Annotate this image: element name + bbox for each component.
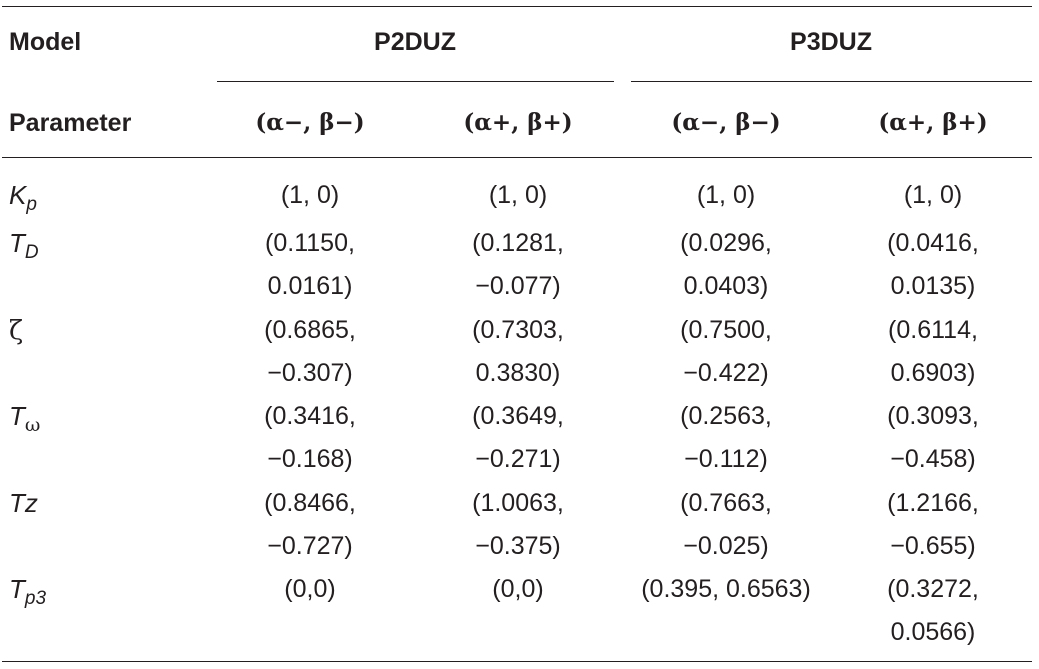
cell-line: −0.307)	[267, 359, 353, 387]
table-cell: (0.7500, −0.422)	[680, 309, 772, 395]
cell-line: (0.7303,	[472, 316, 564, 344]
cell-line: (0.8466,	[264, 489, 356, 517]
p2duz-minus-header: (α−, β−)	[255, 109, 365, 136]
table-cell: (0.7303, 0.3830)	[472, 309, 564, 395]
parameter-label: Tω	[9, 401, 40, 435]
table-cell: (0.6114, 0.6903)	[888, 309, 978, 395]
p2duz-group-rule	[217, 81, 614, 82]
table-cell: (0.8466, −0.727)	[264, 482, 356, 568]
p3duz-group-rule	[631, 81, 1032, 82]
cell-line: (0.7500,	[680, 316, 772, 344]
cell-line: (1.2166,	[887, 489, 979, 517]
cell-line: (0.2563,	[680, 402, 772, 430]
table-cell: (1, 0)	[697, 174, 755, 217]
cell-line: −0.458)	[890, 445, 976, 473]
table-cell: (0.2563, −0.112)	[680, 395, 772, 481]
cell-line: (0.7663,	[680, 489, 772, 517]
cell-line: 0.3830)	[475, 359, 561, 387]
table-cell: (0,0)	[284, 568, 335, 611]
cell-line: (0.6114,	[888, 316, 978, 344]
cell-line: −0.727)	[267, 532, 353, 560]
parameter-subscript: p3	[24, 588, 47, 609]
parameter-header: Parameter	[9, 109, 132, 137]
cell-line: (0.1150,	[265, 229, 355, 257]
cell-line: (0,0)	[492, 575, 544, 603]
cell-line: −0.112)	[684, 445, 768, 473]
table-cell: (0.0296, 0.0403)	[680, 222, 772, 308]
cell-line: −0.375)	[475, 532, 561, 560]
table-cell: (0.395, 0.6563)	[641, 568, 811, 611]
cell-line: (0.3272,	[887, 575, 979, 603]
cell-line: (0.0416,	[887, 229, 979, 257]
model-header: Model	[9, 28, 82, 56]
parameter-symbol: T	[9, 401, 25, 431]
table-cell: (0.3649, −0.271)	[472, 395, 564, 481]
table-cell: (0,0)	[492, 568, 543, 611]
table-cell: (1.0063, −0.375)	[472, 482, 564, 568]
cell-line: 0.0161)	[267, 272, 353, 300]
parameter-subscript: ω	[24, 414, 41, 436]
table-cell: (1.2166, −0.655)	[887, 482, 979, 568]
parameter-symbol: T	[9, 228, 25, 258]
parameter-label: ζ	[9, 315, 23, 346]
table-cell: (0.3093, −0.458)	[887, 395, 979, 481]
cell-line: (0.6865,	[264, 316, 356, 344]
table-cell: (1, 0)	[489, 174, 547, 217]
table-bottom-rule	[2, 661, 1032, 662]
cell-line: (0.3649,	[472, 402, 564, 430]
cell-line: (0.1281,	[472, 229, 564, 257]
table-cell: (0.0416, 0.0135)	[887, 222, 979, 308]
cell-line: (0.395, 0.6563)	[641, 575, 811, 603]
parameter-subscript: p	[26, 194, 37, 215]
p3duz-minus-header: (α−, β−)	[671, 109, 781, 136]
p3duz-header: P3DUZ	[790, 28, 872, 56]
parameter-symbol: K	[9, 180, 27, 210]
cell-line: −0.168)	[267, 445, 353, 473]
cell-line: (0.3416,	[264, 402, 356, 430]
parameter-label: Kp	[9, 180, 37, 214]
header-bottom-rule	[2, 157, 1032, 158]
cell-line: (0,0)	[284, 575, 336, 603]
cell-line: −0.025)	[683, 532, 769, 560]
parameter-symbol: ζ	[9, 316, 24, 346]
cell-line: (0.0296,	[680, 229, 772, 257]
cell-line: (1, 0)	[903, 181, 963, 209]
cell-line: (1, 0)	[488, 181, 548, 209]
table-top-rule	[2, 6, 1032, 7]
cell-line: −0.271)	[475, 445, 561, 473]
cell-line: 0.0135)	[890, 272, 976, 300]
table-cell: (0.7663, −0.025)	[680, 482, 772, 568]
cell-line: (0.3093,	[887, 402, 979, 430]
cell-line: 0.0566)	[890, 618, 976, 646]
table-cell: (1, 0)	[904, 174, 962, 217]
parameter-label: TD	[9, 228, 39, 262]
cell-line: −0.655)	[890, 532, 976, 560]
parameter-subscript: D	[24, 242, 39, 263]
table-cell: (0.1150, 0.0161)	[265, 222, 355, 308]
parameter-label: Tz	[9, 488, 38, 518]
p2duz-plus-header: (α+, β+)	[463, 109, 573, 136]
p3duz-plus-header: (α+, β+)	[878, 109, 988, 136]
p2duz-header: P2DUZ	[374, 28, 456, 56]
cell-line: (1.0063,	[472, 489, 564, 517]
table-cell: (0.3416, −0.168)	[264, 395, 356, 481]
table-cell: (1, 0)	[281, 174, 339, 217]
parameter-symbol: Tz	[9, 488, 38, 518]
cell-line: −0.077)	[475, 272, 561, 300]
parameter-label: Tp3	[9, 574, 46, 608]
cell-line: (1, 0)	[696, 181, 756, 209]
cell-line: 0.6903)	[890, 359, 976, 387]
table-cell: (0.3272, 0.0566)	[887, 568, 979, 654]
cell-line: (1, 0)	[280, 181, 340, 209]
table-cell: (0.1281, −0.077)	[472, 222, 564, 308]
parameter-symbol: T	[9, 574, 25, 604]
cell-line: −0.422)	[683, 359, 769, 387]
cell-line: 0.0403)	[683, 272, 769, 300]
table-cell: (0.6865, −0.307)	[264, 309, 356, 395]
